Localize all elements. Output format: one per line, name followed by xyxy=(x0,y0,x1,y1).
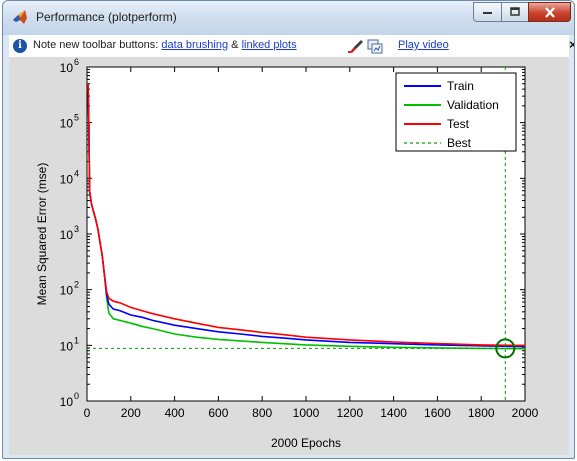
best-point-marker xyxy=(495,338,516,359)
y-tick-label: 10 xyxy=(60,339,74,353)
y-tick-exponent: 4 xyxy=(74,168,79,178)
legend-label-test: Test xyxy=(447,117,470,131)
series-layer xyxy=(87,67,526,401)
matlab-icon xyxy=(13,10,27,24)
notice-prefix: Note new toolbar buttons: xyxy=(33,39,159,51)
close-notice-button[interactable]: × xyxy=(569,37,574,52)
notice-ampersand: & xyxy=(231,39,239,51)
y-tick-exponent: 3 xyxy=(74,224,79,234)
x-tick-label: 400 xyxy=(165,406,185,420)
linked-plots-icon[interactable] xyxy=(367,38,383,54)
x-tick-label: 800 xyxy=(252,406,272,420)
y-axis-label: Mean Squared Error (mse) xyxy=(35,163,49,306)
y-tick-label: 10 xyxy=(60,61,74,75)
y-tick-label: 10 xyxy=(60,228,74,242)
window-title: Performance (plotperform) xyxy=(36,10,177,24)
x-tick-label: 600 xyxy=(208,406,228,420)
maximize-button[interactable] xyxy=(501,2,528,22)
legend-label-validation: Validation xyxy=(447,98,499,112)
legend-label-train: Train xyxy=(447,79,474,93)
minimize-icon xyxy=(482,12,492,14)
y-tick-label: 10 xyxy=(60,395,74,409)
info-icon: i xyxy=(13,39,27,53)
y-tick-exponent: 0 xyxy=(74,391,79,401)
maximize-icon xyxy=(509,7,520,16)
x-tick-label: 0 xyxy=(84,406,91,420)
y-tick-label: 10 xyxy=(60,172,74,186)
x-tick-label: 1600 xyxy=(424,406,451,420)
close-button[interactable] xyxy=(528,2,571,22)
y-tick-exponent: 1 xyxy=(74,335,79,345)
brush-icon[interactable] xyxy=(347,38,365,54)
linked-plots-link[interactable]: linked plots xyxy=(241,39,297,51)
data-brushing-link[interactable]: data brushing xyxy=(161,39,229,51)
x-tick-label: 1000 xyxy=(293,406,320,420)
minimize-button[interactable] xyxy=(473,2,501,22)
x-tick-label: 1400 xyxy=(380,406,407,420)
legend: Train Validation Test Best xyxy=(395,72,517,152)
y-tick-exponent: 2 xyxy=(74,280,79,290)
y-tick-exponent: 6 xyxy=(74,57,79,67)
figure-canvas: 10 0 10 1 10 2 10 3 10 4 10 5 10 6 0 200 400 600 800 1000 1… xyxy=(9,57,569,455)
series-line-test xyxy=(87,82,526,347)
notice-text: Note new toolbar buttons: data brushing … xyxy=(33,39,297,51)
close-icon xyxy=(544,6,555,18)
title-bar[interactable]: Performance (plotperform) xyxy=(3,1,574,35)
legend-label-best: Best xyxy=(447,136,472,150)
y-tick-label: 10 xyxy=(60,117,74,131)
y-tick-label: 10 xyxy=(60,284,74,298)
toolbar-notice-bar: i Note new toolbar buttons: data brushin… xyxy=(9,35,574,57)
play-video-link[interactable]: Play video xyxy=(398,39,449,51)
y-tick-exponent: 5 xyxy=(74,113,79,123)
x-tick-label: 1800 xyxy=(468,406,495,420)
x-tick-label: 200 xyxy=(121,406,141,420)
x-axis-ticks: 0 200 400 600 800 1000 1200 1400 1600 1800 2000 xyxy=(84,67,539,420)
x-tick-label: 1200 xyxy=(336,406,363,420)
x-tick-label: 2000 xyxy=(512,406,539,420)
x-axis-label: 2000 Epochs xyxy=(271,436,341,450)
